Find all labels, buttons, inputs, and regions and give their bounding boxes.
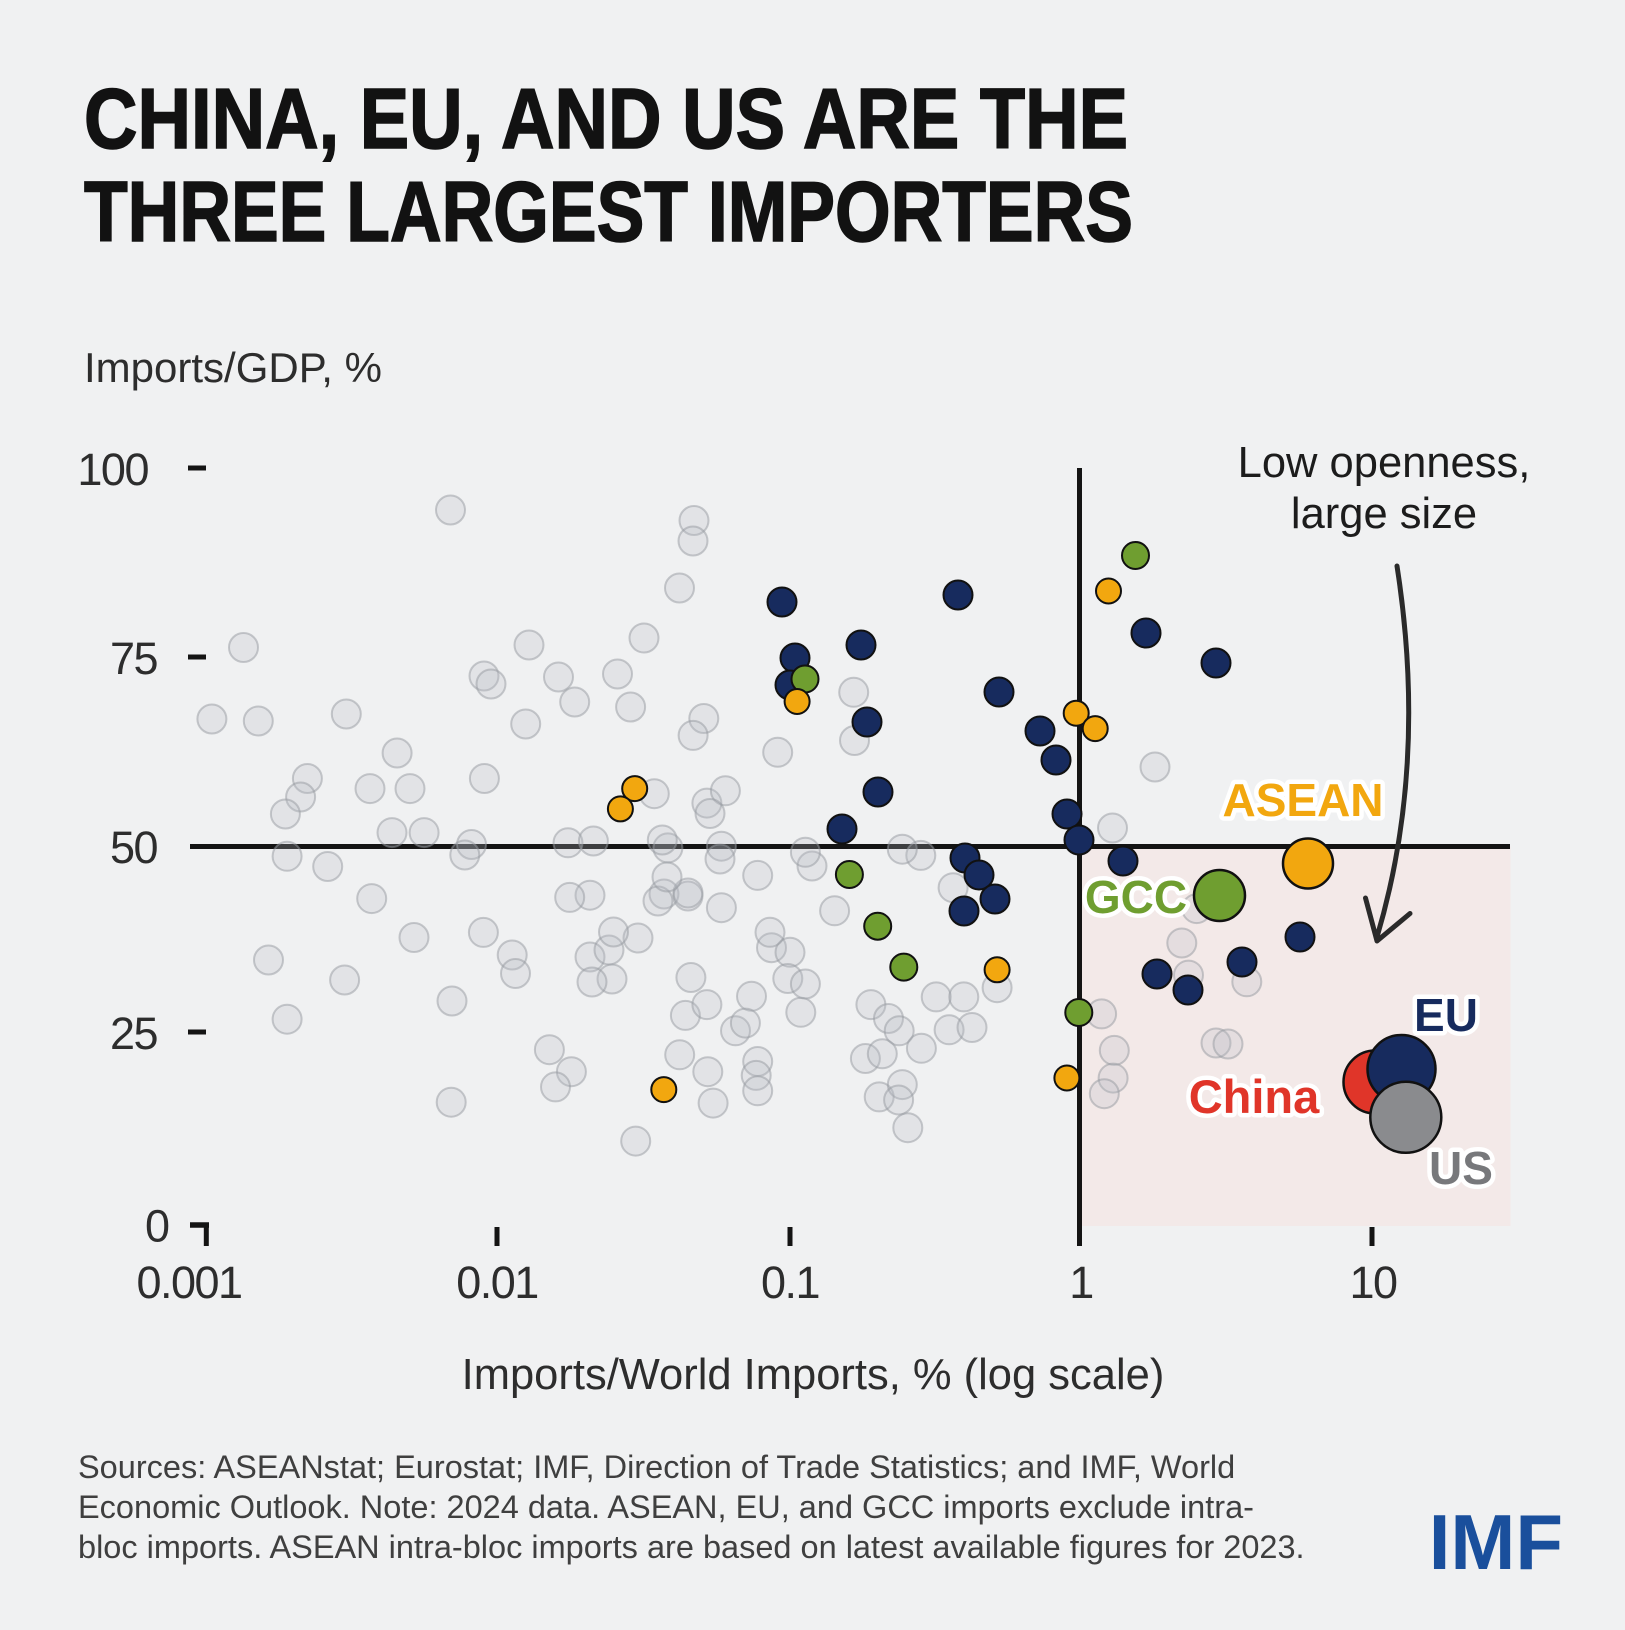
svg-text:Low openness,: Low openness, [1238,439,1531,487]
svg-text:ASEAN: ASEAN [1222,774,1383,826]
svg-text:IMF: IMF [1429,1498,1563,1586]
svg-text:75: 75 [110,633,158,684]
svg-text:0.001: 0.001 [136,1257,241,1308]
svg-text:50: 50 [110,822,158,873]
svg-text:Imports/World Imports, % (log: Imports/World Imports, % (log scale) [462,1351,1165,1399]
svg-text:large size: large size [1291,490,1477,538]
svg-text:25: 25 [110,1008,158,1059]
svg-text:0.1: 0.1 [761,1257,819,1308]
svg-text:China: China [1189,1070,1320,1123]
svg-text:Imports/GDP, %: Imports/GDP, % [84,344,382,391]
svg-text:GCC: GCC [1085,871,1187,923]
svg-text:US: US [1429,1142,1493,1194]
svg-text:Economic Outlook. Note: 2024 d: Economic Outlook. Note: 2024 data. ASEAN… [78,1489,1254,1525]
svg-text:10: 10 [1349,1257,1397,1308]
svg-text:100: 100 [77,444,148,495]
svg-text:1: 1 [1069,1257,1093,1308]
svg-text:Sources: ASEANstat; Eurostat;: Sources: ASEANstat; Eurostat; IMF, Direc… [78,1449,1235,1485]
svg-text:THREE LARGEST IMPORTERS: THREE LARGEST IMPORTERS [84,165,1133,260]
svg-text:EU: EU [1414,989,1478,1041]
svg-text:0: 0 [145,1201,169,1252]
svg-text:bloc imports. ASEAN intra-bloc: bloc imports. ASEAN intra-bloc imports a… [78,1529,1305,1565]
svg-text:0.01: 0.01 [456,1257,538,1308]
svg-text:CHINA, EU, AND US ARE THE: CHINA, EU, AND US ARE THE [84,72,1128,167]
